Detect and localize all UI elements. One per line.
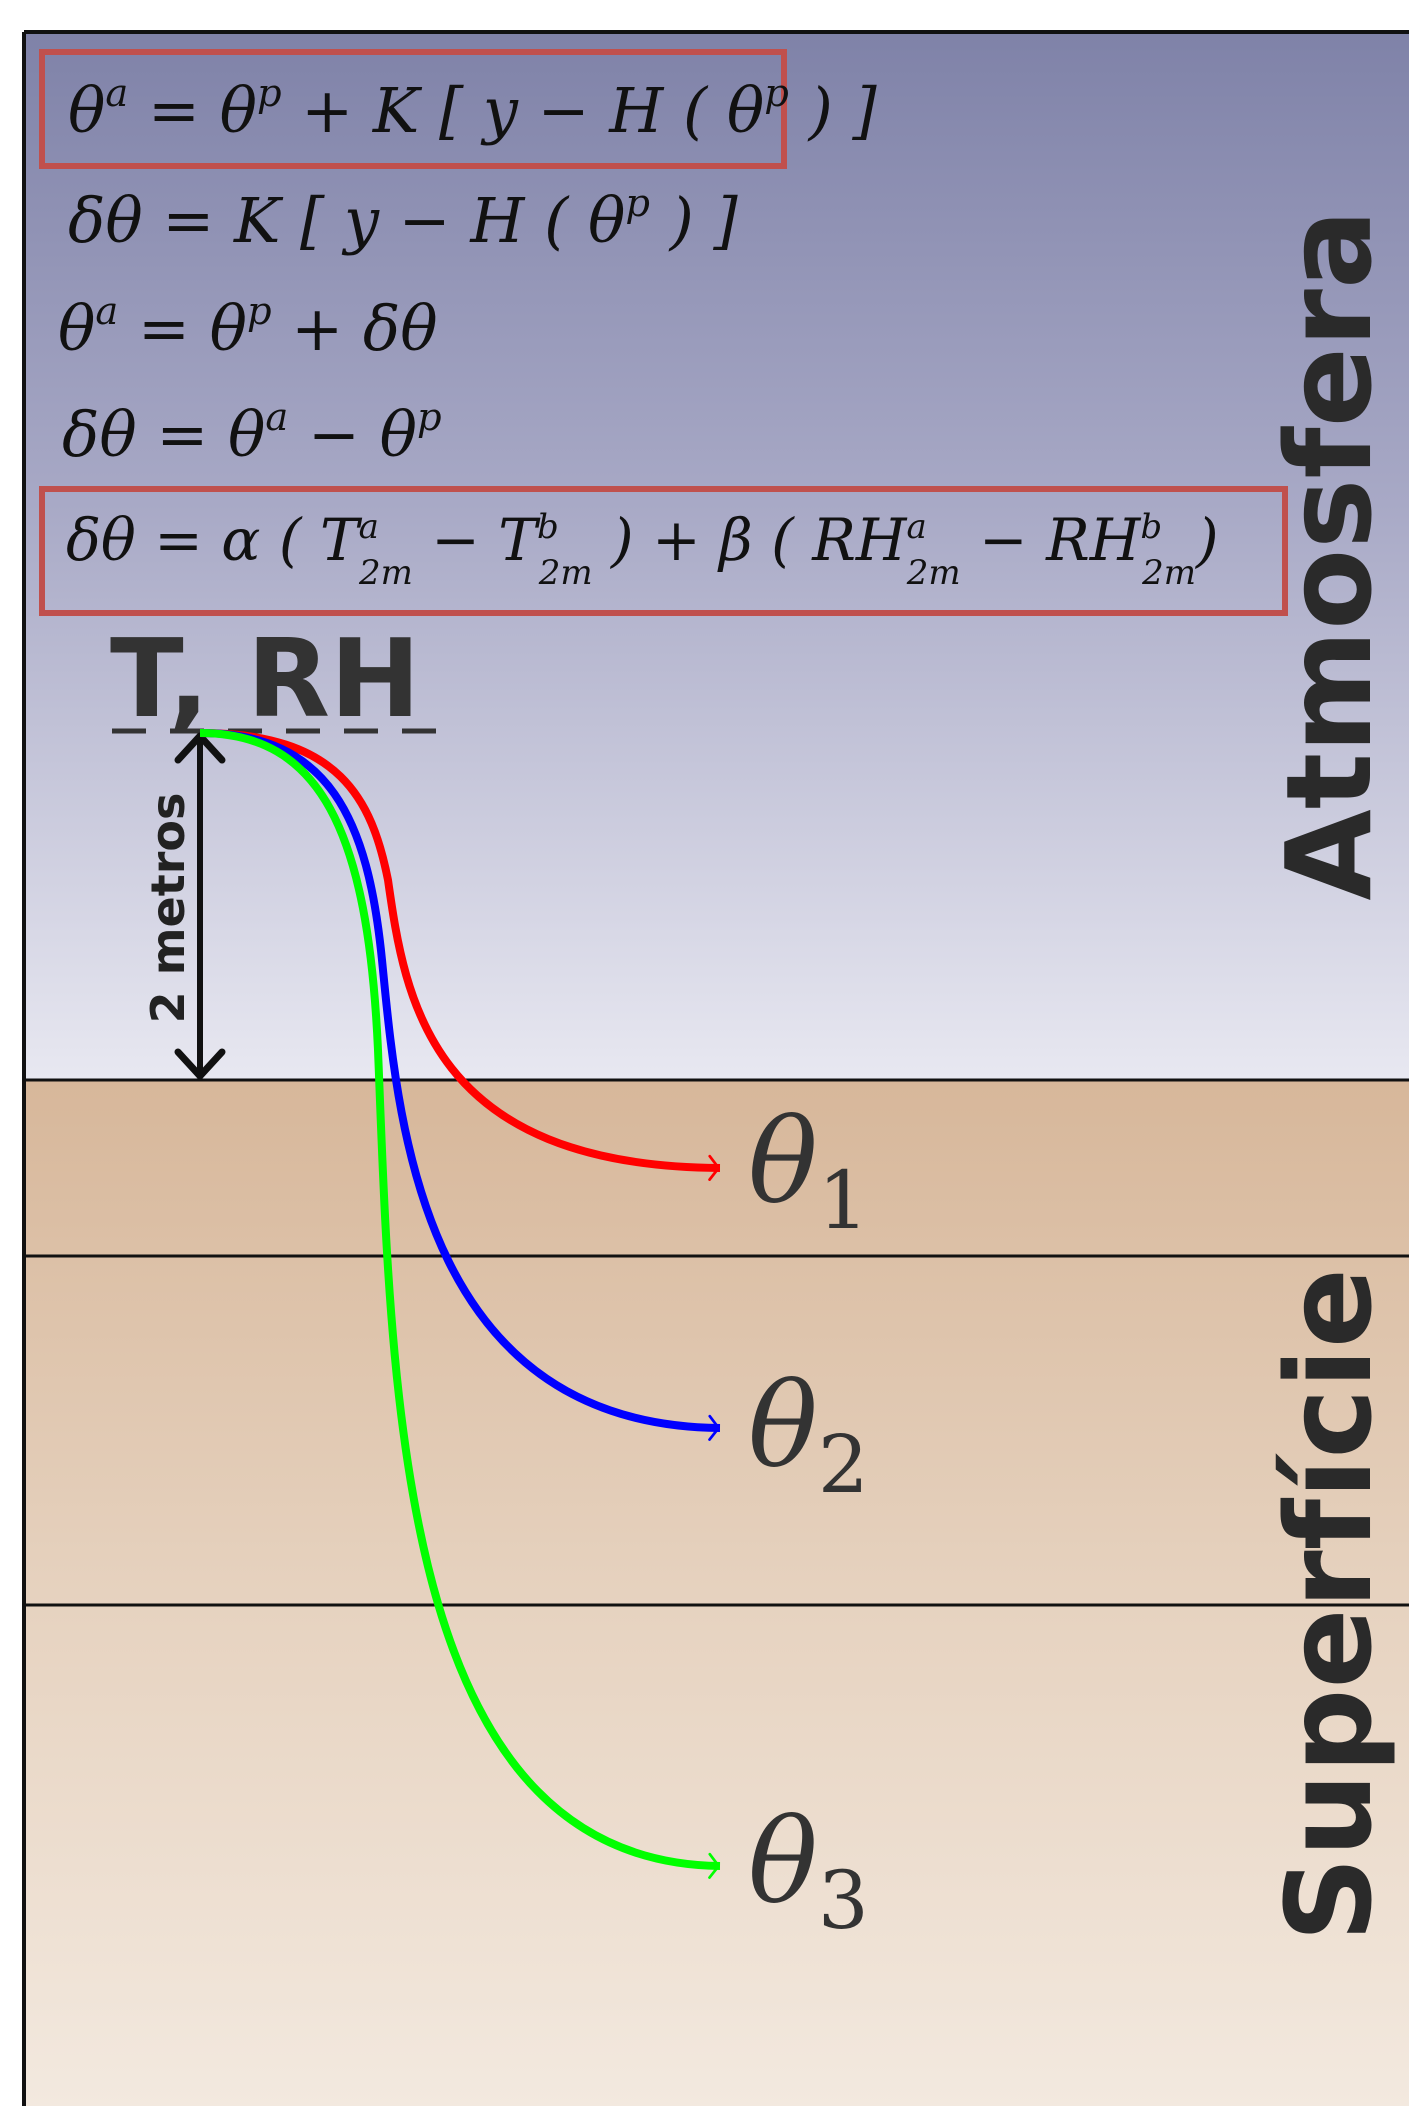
equation-difference: δθ = θa − θp: [62, 395, 442, 471]
equation-box-top: [39, 49, 787, 169]
soil-region: [24, 1080, 1409, 2106]
atmosphere-label: Atmosfera: [1260, 209, 1398, 900]
theta-2-label: θ2: [748, 1359, 869, 1511]
curve-layer-1: [199, 729, 721, 1181]
surface-label: Superfície: [1260, 1268, 1398, 1942]
two-meters-label: 2 metros: [141, 793, 195, 1024]
theta-1-label: θ1: [748, 1095, 869, 1247]
t-rh-label: T, RH: [110, 617, 420, 742]
theta-3-label: θ3: [748, 1795, 869, 1947]
curve-layer-2: [199, 729, 721, 1441]
equation-update: θa = θp + δθ: [58, 289, 438, 365]
equation-increment: δθ = K [ y − H ( θp ) ]: [68, 181, 739, 257]
equation-analysis: θa = θp + K [ y − H ( θp ) ]: [68, 71, 877, 147]
atmosphere-region: [24, 32, 1409, 1080]
equation-box-bottom: [39, 486, 1288, 616]
curve-layer-3: [199, 729, 721, 1879]
equation-screen-level: δθ = α ( Ta 2m − Tb 2m ) + β ( RHa 2m − RHb…: [66, 506, 1219, 593]
height-arrow-bottom-head: [174, 1048, 226, 1080]
